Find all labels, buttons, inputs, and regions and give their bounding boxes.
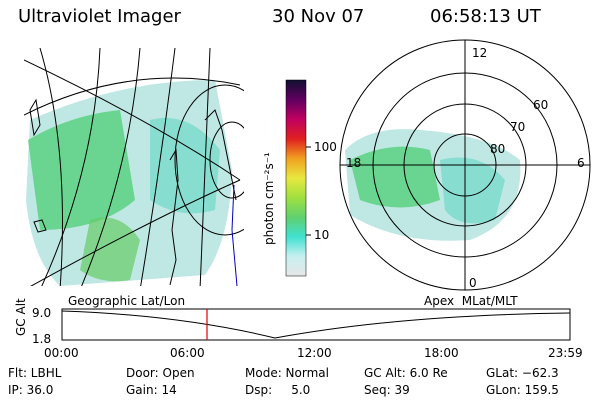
mlat-label-60: 60 bbox=[533, 98, 549, 112]
date-label: 30 Nov 07 bbox=[272, 6, 365, 27]
colorbar-tick-10: 10 bbox=[314, 228, 330, 242]
aurora-emission-left bbox=[26, 80, 232, 286]
altitude-xtick: 12:00 bbox=[297, 346, 332, 360]
mlt-label-18: 18 bbox=[346, 156, 362, 170]
mlt-label-12: 12 bbox=[472, 46, 488, 60]
ip-status: IP: 36.0 bbox=[8, 383, 54, 397]
glon-status: GLon: 159.5 bbox=[486, 383, 559, 397]
gain-status: Gain: 14 bbox=[126, 383, 177, 397]
glat-status: GLat: −62.3 bbox=[486, 366, 559, 380]
colorbar-unit-label: photon cm⁻²s⁻¹ bbox=[262, 152, 276, 245]
satellite-track bbox=[231, 184, 238, 286]
mode-status: Mode: Normal bbox=[245, 366, 329, 380]
gc-alt-status: GC Alt: 6.0 Re bbox=[364, 366, 448, 380]
altitude-ylabel: GC Alt bbox=[14, 298, 28, 336]
altitude-xtick: 23:59 bbox=[548, 346, 583, 360]
altitude-xtick: 00:00 bbox=[44, 346, 79, 360]
mlt-label-0: 0 bbox=[469, 276, 477, 290]
altitude-ytick-max: 9.0 bbox=[32, 306, 52, 320]
seq-status: Seq: 39 bbox=[364, 383, 410, 397]
right-panel-caption: Apex MLat/MLT bbox=[424, 294, 518, 308]
door-status: Door: Open bbox=[126, 366, 195, 380]
altitude-ytick-min: 1.8 bbox=[32, 332, 52, 346]
altitude-plot bbox=[61, 308, 571, 341]
colorbar bbox=[285, 79, 311, 277]
app-title: Ultraviolet Imager bbox=[18, 6, 181, 27]
filter-status: Flt: LBHL bbox=[8, 366, 62, 380]
time-label: 06:58:13 UT bbox=[430, 6, 541, 27]
polar-plot bbox=[339, 39, 591, 291]
mlat-label-70: 70 bbox=[510, 120, 526, 134]
dsp-status: Dsp: 5.0 bbox=[245, 383, 311, 397]
altitude-xtick: 18:00 bbox=[424, 346, 459, 360]
mlat-label-80: 80 bbox=[490, 142, 506, 156]
colorbar-tick-100: 100 bbox=[314, 140, 337, 154]
altitude-xtick: 06:00 bbox=[170, 346, 205, 360]
left-panel-caption: Geographic Lat/Lon bbox=[68, 294, 186, 308]
mlt-label-6: 6 bbox=[577, 156, 585, 170]
geographic-map bbox=[24, 48, 244, 286]
